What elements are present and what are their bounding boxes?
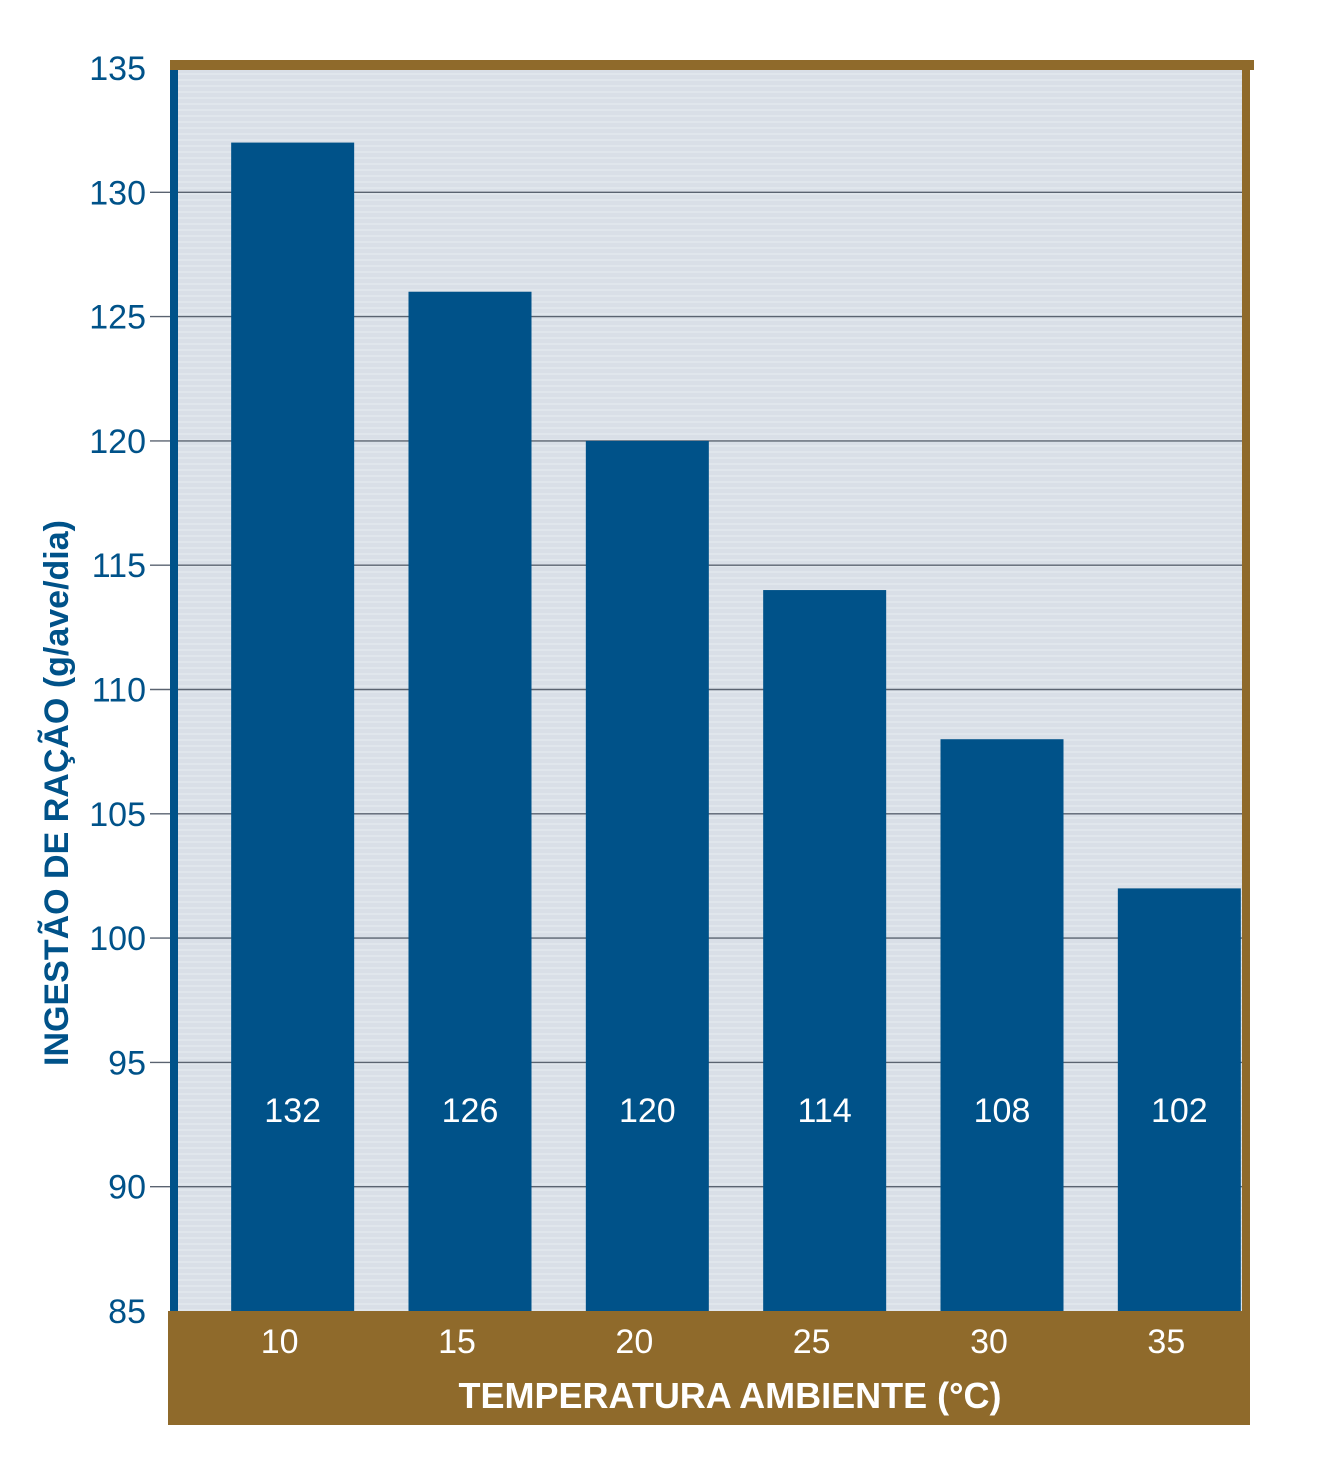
data-label: 114 [798, 1092, 852, 1130]
bar-20 [585, 440, 709, 1311]
data-label: 120 [619, 1092, 676, 1130]
y-tick-label: 85 [108, 1293, 146, 1331]
x-tick-label: 30 [970, 1323, 1008, 1361]
x-tick-label: 20 [615, 1323, 653, 1361]
y-tick-label: 120 [89, 423, 146, 461]
y-tick-label: 130 [89, 174, 146, 212]
bar-15 [408, 291, 532, 1311]
data-label: 132 [264, 1092, 321, 1130]
y-tick-label: 115 [92, 547, 146, 585]
x-axis-title: TEMPERATURA AMBIENTE (°C) [458, 1375, 1001, 1416]
bar-30 [940, 739, 1064, 1311]
x-tick-label: 10 [261, 1323, 299, 1361]
bar-10 [231, 142, 355, 1312]
y-tick-label: 105 [89, 796, 146, 834]
x-tick-label: 25 [793, 1323, 831, 1361]
frame-top [170, 60, 1254, 70]
y-tick-label: 95 [108, 1044, 146, 1082]
x-axis-band [168, 1311, 1250, 1425]
data-label: 126 [442, 1092, 499, 1130]
y-tick-labels: 85 90 95 100 105 110 115 120 125 130 135 [89, 50, 146, 1331]
bar-35 [1117, 888, 1241, 1311]
background-hatch [178, 73, 1242, 1311]
y-tick-label: 100 [89, 920, 146, 958]
y-tick-label: 125 [89, 299, 146, 337]
y-tick-label: 135 [89, 50, 146, 88]
data-label: 108 [974, 1092, 1031, 1130]
y-tick-label: 110 [92, 672, 146, 710]
x-tick-label: 35 [1147, 1323, 1185, 1361]
y-axis-line [170, 70, 178, 1315]
frame-right [1242, 60, 1250, 1315]
x-tick-label: 15 [438, 1323, 476, 1361]
data-label: 102 [1151, 1092, 1208, 1130]
x-tick-labels: 10 15 20 25 30 35 [261, 1323, 1185, 1361]
data-labels: 132 126 120 114 108 102 [264, 1092, 1207, 1130]
y-tick-label: 90 [108, 1169, 146, 1207]
bars [231, 142, 1241, 1312]
bar-25 [763, 590, 887, 1311]
y-axis-title: INGESTÃO DE RAÇÃO (g/ave/dia) [38, 520, 76, 1066]
